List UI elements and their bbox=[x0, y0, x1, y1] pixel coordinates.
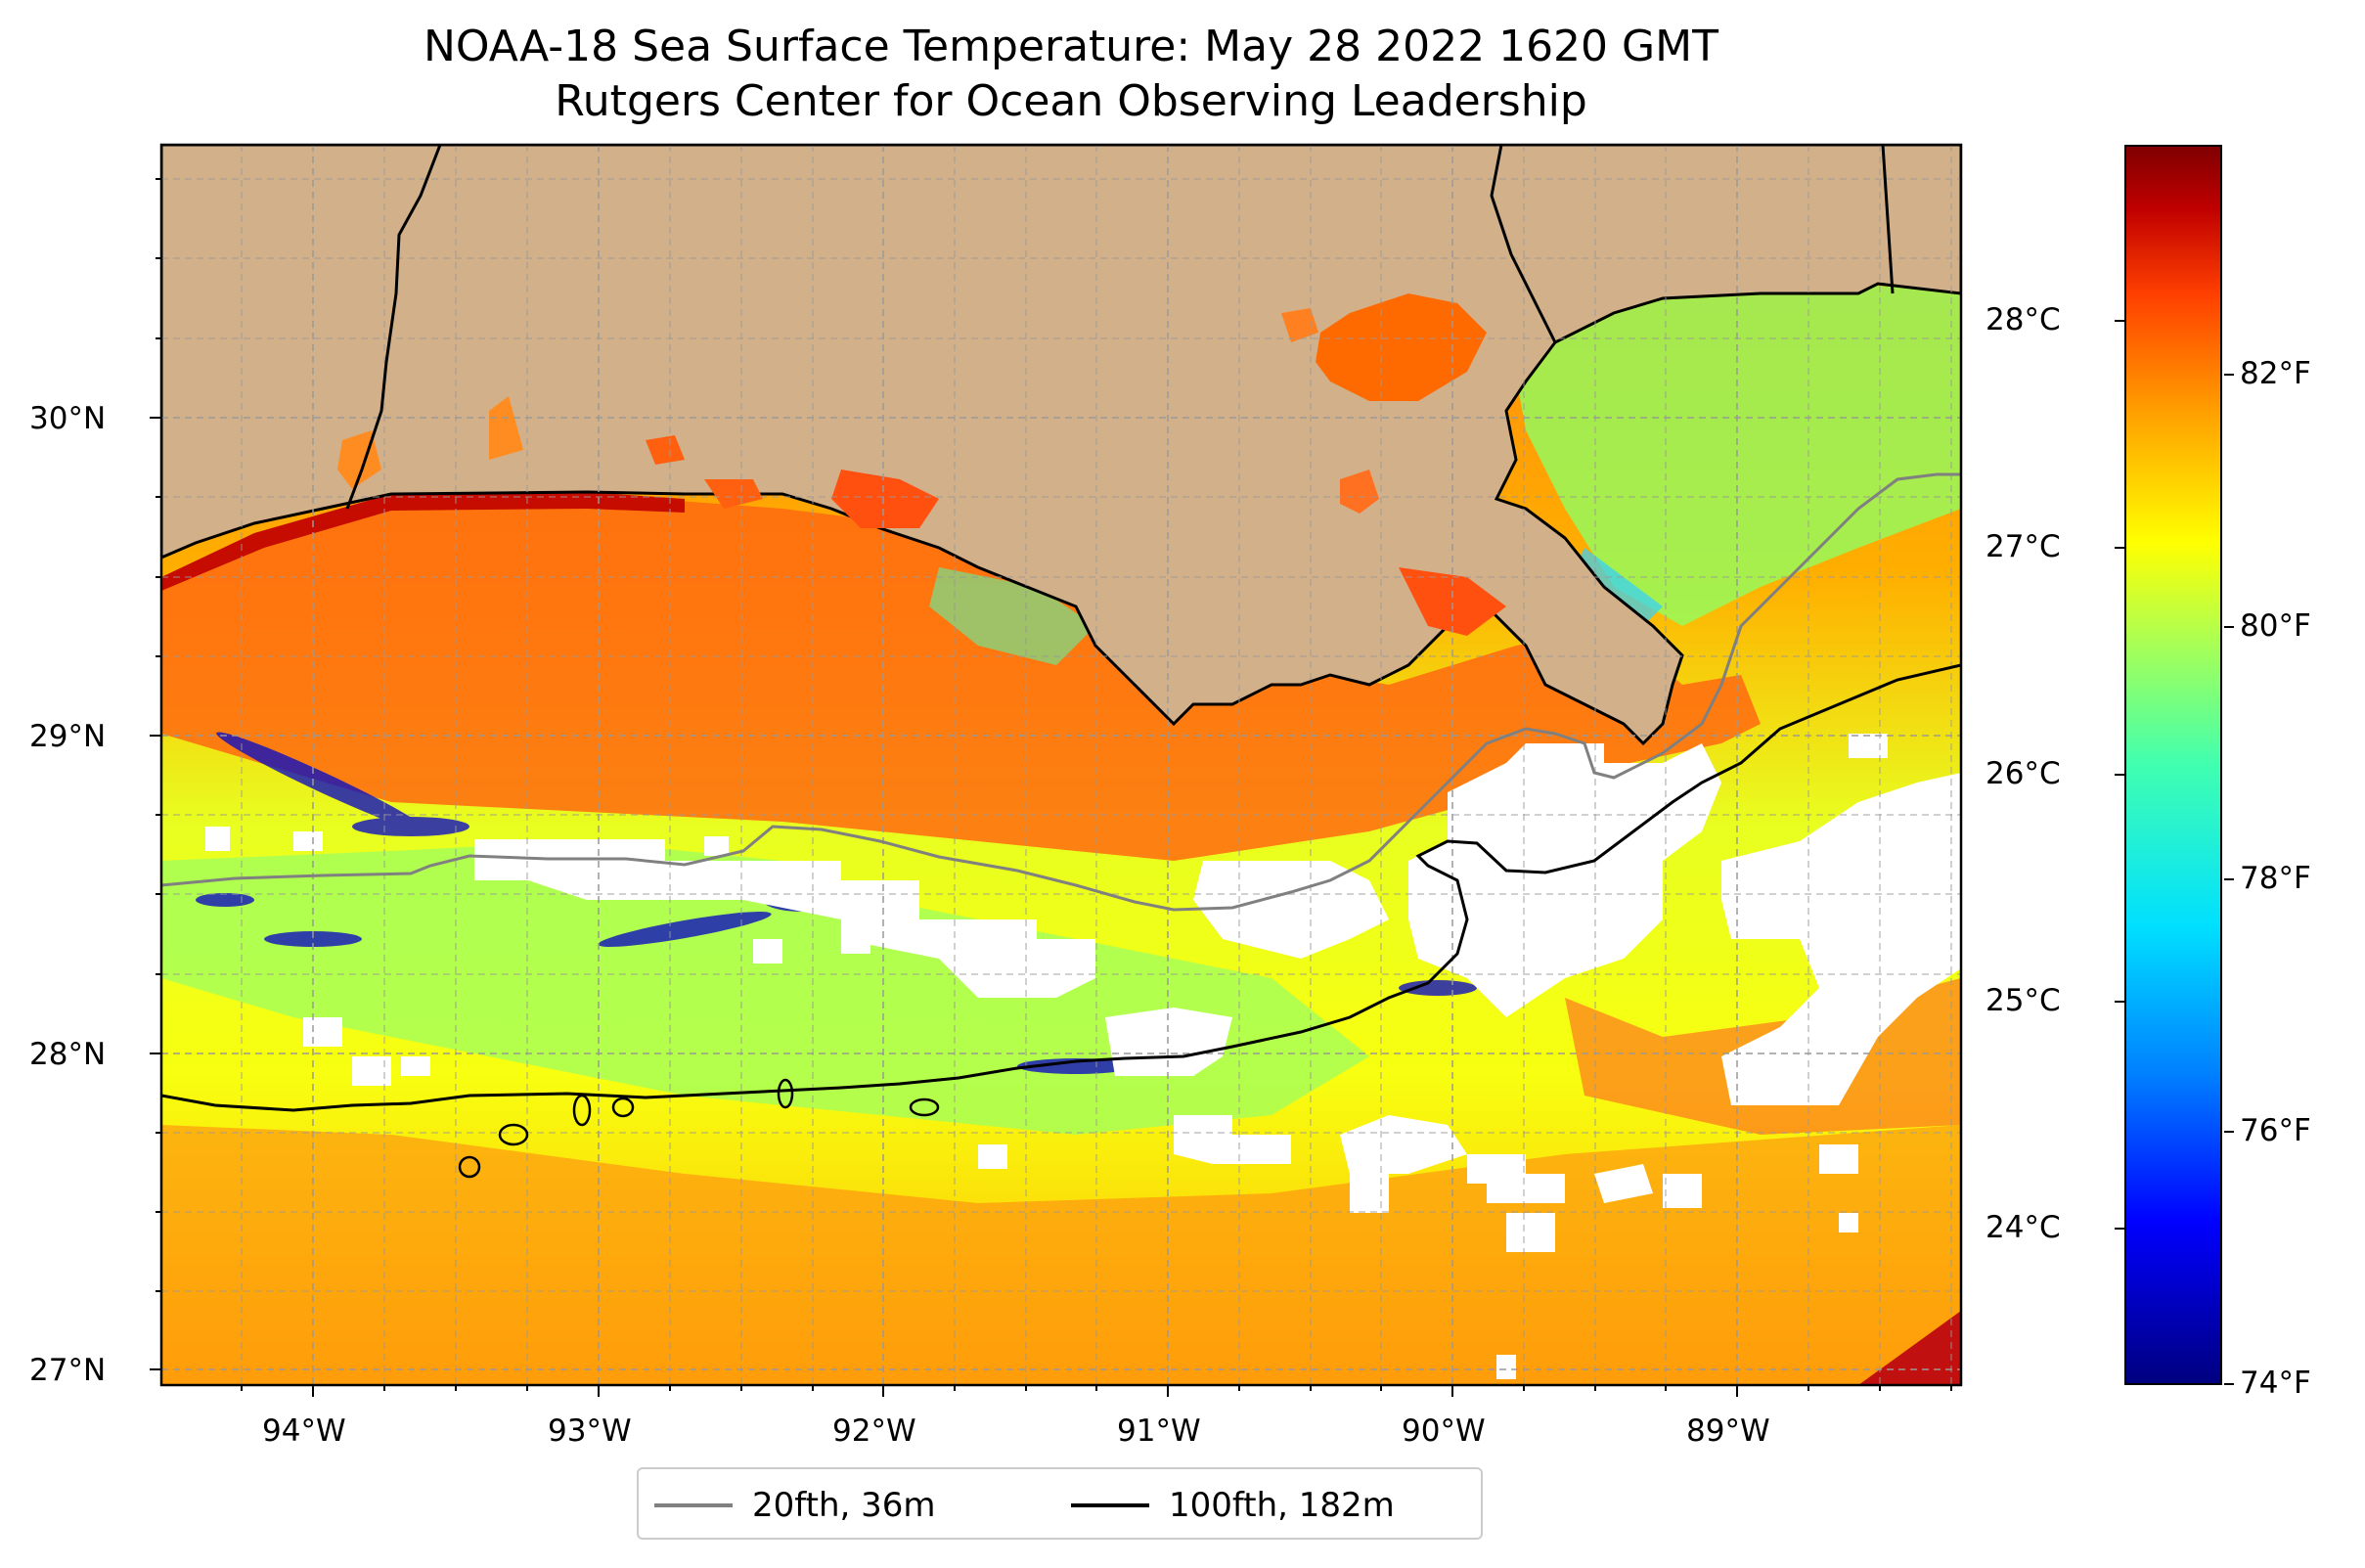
lon-tick-label: 89°W bbox=[1686, 1413, 1770, 1449]
lat-tick-label: 27°N bbox=[29, 1353, 107, 1388]
lat-tick-label: 30°N bbox=[29, 401, 107, 436]
colorbar bbox=[2115, 145, 2234, 1385]
lat-tick-label: 28°N bbox=[29, 1037, 107, 1072]
lon-tick-label: 93°W bbox=[548, 1413, 632, 1449]
lon-tick-label: 94°W bbox=[262, 1413, 346, 1449]
axis-ticks bbox=[150, 178, 1952, 1397]
cb-tick-fahrenheit bbox=[2224, 374, 2234, 376]
colorbar-fahrenheit-label: 76°F bbox=[2240, 1113, 2311, 1148]
cb-tick-fahrenheit bbox=[2224, 878, 2234, 880]
hot-corner bbox=[1858, 1311, 1961, 1385]
legend-label-100fth: 100fth, 182m bbox=[1169, 1486, 1395, 1525]
cb-tick-fahrenheit bbox=[2224, 626, 2234, 628]
map-layers bbox=[161, 145, 1961, 1385]
cool-water-patch bbox=[1575, 548, 1663, 626]
colorbar-celsius-label: 26°C bbox=[1986, 756, 2061, 791]
cool-water-patch bbox=[929, 567, 1095, 665]
cb-tick-celsius bbox=[2115, 1001, 2124, 1003]
cb-tick-fahrenheit bbox=[2224, 1131, 2234, 1133]
cb-tick-celsius bbox=[2115, 1228, 2124, 1230]
colorbar-celsius-label: 27°C bbox=[1986, 529, 2061, 564]
legend-swatch-20fth bbox=[654, 1503, 733, 1507]
cb-tick-celsius bbox=[2115, 320, 2124, 322]
legend-swatch-100fth bbox=[1071, 1503, 1149, 1507]
contour-100fth bbox=[161, 663, 1961, 1112]
colorbar-celsius-label: 28°C bbox=[1986, 302, 2061, 337]
colorbar-fahrenheit-label: 74°F bbox=[2240, 1366, 2311, 1401]
map-frame bbox=[159, 143, 1963, 1387]
chart-title: NOAA-18 Sea Surface Temperature: May 28 … bbox=[424, 22, 1718, 71]
colorbar-fahrenheit-label: 80°F bbox=[2240, 608, 2311, 644]
very-warm-coastal-strip bbox=[161, 492, 685, 591]
legend: 20fth, 36m 100fth, 182m bbox=[637, 1467, 1483, 1540]
cb-tick-celsius bbox=[2115, 774, 2124, 776]
colorbar-fahrenheit-label: 78°F bbox=[2240, 861, 2311, 896]
warm-nearshore-water bbox=[161, 494, 1761, 861]
colorbar-celsius-label: 24°C bbox=[1986, 1210, 2061, 1245]
lon-tick-label: 92°W bbox=[832, 1413, 916, 1449]
lon-tick-label: 91°W bbox=[1117, 1413, 1201, 1449]
cb-tick-fahrenheit bbox=[2224, 1383, 2234, 1385]
colorbar-fahrenheit-label: 82°F bbox=[2240, 356, 2311, 391]
borders bbox=[345, 145, 1895, 510]
cool-water-patch bbox=[1506, 284, 1961, 626]
lat-tick-label: 29°N bbox=[29, 719, 107, 754]
contour-20fth bbox=[161, 472, 1961, 912]
contour-islands bbox=[458, 1078, 940, 1179]
colorbar-celsius-label: 25°C bbox=[1986, 983, 2061, 1018]
lon-tick-label: 90°W bbox=[1402, 1413, 1486, 1449]
legend-label-20fth: 20fth, 36m bbox=[752, 1486, 936, 1525]
chart-subtitle: Rutgers Center for Ocean Observing Leade… bbox=[555, 76, 1587, 126]
cb-tick-celsius bbox=[2115, 547, 2124, 549]
cloud-mask bbox=[205, 734, 1961, 1379]
inland-water bbox=[337, 293, 1506, 636]
